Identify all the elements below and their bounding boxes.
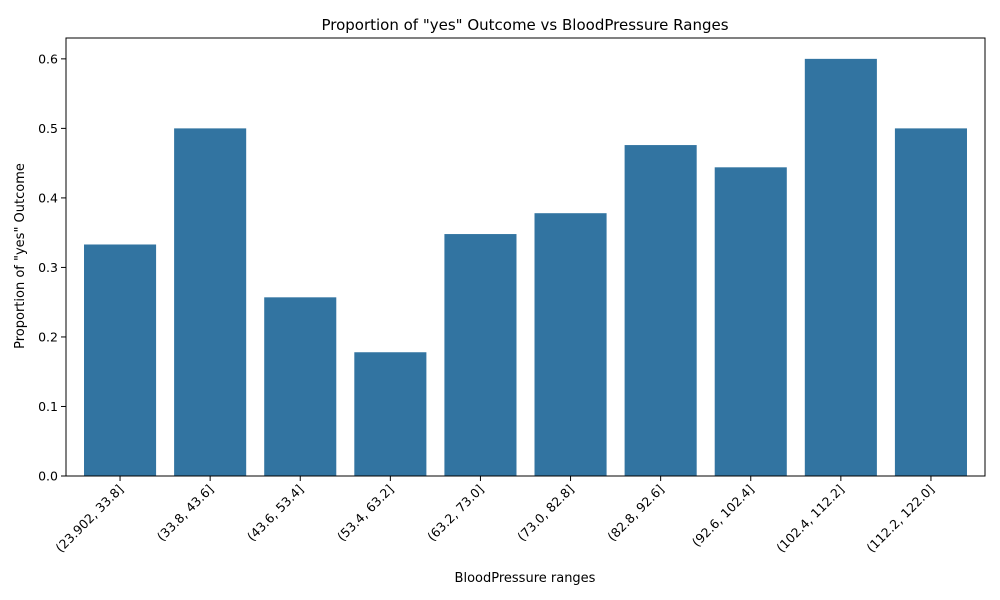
y-tick-label: 0.2 [38,329,58,344]
y-tick-label: 0.0 [38,469,58,484]
x-tick-label: (23.902, 33.8] [52,482,126,556]
x-tick-label: (102.4, 112.2] [773,482,847,556]
bar-2 [264,297,337,476]
chart-title: Proportion of "yes" Outcome vs BloodPres… [321,16,728,34]
bar-1 [174,128,247,476]
y-tick-label: 0.6 [38,51,58,66]
x-tick-label: (73.0, 82.8] [514,482,576,544]
x-tick-label: (92.6, 102.4] [689,482,757,550]
bar-9 [894,128,967,476]
bar-7 [714,167,787,477]
bar-8 [804,58,877,476]
plot-frame [65,37,986,477]
y-tick-label: 0.1 [38,399,58,414]
bar-3 [354,352,427,476]
y-axis-ticks: 0.0 0.1 0.2 0.3 0.4 0.5 0.6 [38,51,66,484]
bar-0 [84,244,157,476]
x-tick-label: (33.8, 43.6] [154,482,216,544]
x-tick-label: (63.2, 73.0] [424,482,486,544]
x-tick-label: (53.4, 63.2] [334,482,396,544]
x-tick-label: (43.6, 53.4] [244,482,306,544]
x-tick-label: (112.2, 122.0] [863,482,937,556]
x-axis-label: BloodPressure ranges [455,571,596,586]
y-tick-label: 0.4 [38,190,58,205]
bar-5 [534,213,607,476]
bar-4 [444,234,517,476]
bar-6 [624,145,697,477]
x-axis-ticks: (23.902, 33.8] (33.8, 43.6] (43.6, 53.4] (5… [52,476,937,555]
x-tick-label: (82.8, 92.6] [604,482,666,544]
y-tick-label: 0.5 [38,121,58,136]
bars-group [84,58,967,477]
y-axis-label: Proportion of "yes" Outcome [13,163,28,349]
y-tick-label: 0.3 [38,260,58,275]
